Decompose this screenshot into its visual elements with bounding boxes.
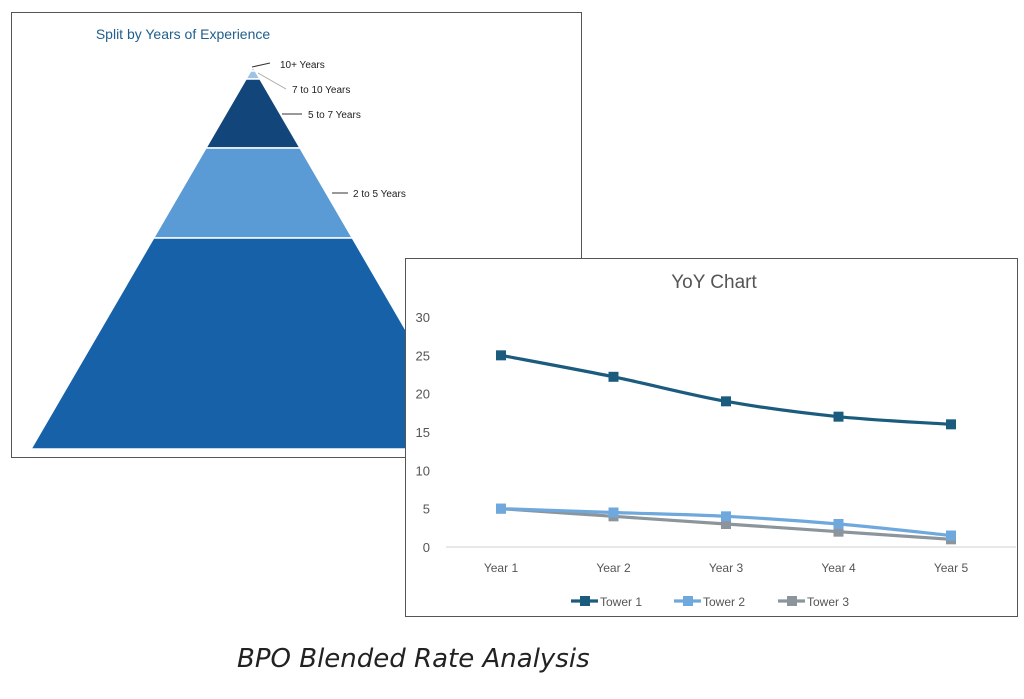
data-point-tower-1 — [496, 350, 506, 361]
y-tick-label: 5 — [423, 502, 430, 517]
y-tick-label: 10 — [416, 463, 430, 478]
legend-label: Tower 1 — [600, 595, 642, 609]
data-point-tower-2 — [946, 530, 956, 541]
pyramid-segment — [152, 147, 354, 239]
data-point-tower-1 — [608, 371, 619, 382]
data-point-tower-1 — [721, 396, 731, 407]
yoy-chart-card: YoY Chart 0 5 10 15 20 25 30 Year 1 Year 2 Year 3 Y… — [405, 258, 1018, 617]
data-point-tower-1 — [946, 419, 956, 430]
data-point-tower-2 — [833, 519, 844, 529]
pyramid-chart-card: Split by Years of Experience 10+ Years 7 t… — [11, 12, 582, 458]
series-line-tower-1 — [500, 353, 952, 426]
data-point-tower-3 — [721, 519, 731, 529]
data-point-tower-2 — [496, 503, 506, 514]
pyramid-segment-label: 7 to 10 Years — [292, 85, 350, 96]
pyramid-segment-label: 5 to 7 Years — [308, 110, 361, 121]
pyramid-segment-label: 2 to 5 Years — [353, 189, 406, 200]
pyramid-leader-line — [251, 62, 271, 68]
legend-marker — [683, 596, 693, 606]
legend-label: Tower 2 — [703, 595, 745, 609]
x-tick-label: Year 3 — [709, 561, 744, 575]
chart-title: YoY Chart — [671, 272, 757, 293]
pyramid-chart: Split by Years of Experience 10+ Years 7 t… — [29, 26, 477, 450]
yoy-line-chart: YoY Chart 0 5 10 15 20 25 30 Year 1 Year 2 Year 3 Y… — [416, 272, 1016, 609]
y-tick-label: 25 — [416, 348, 430, 363]
y-tick-label: 0 — [423, 540, 430, 555]
data-point-tower-2 — [721, 511, 731, 522]
x-tick-label: Year 1 — [484, 561, 519, 575]
legend-marker — [580, 596, 590, 606]
x-tick-label: Year 5 — [934, 561, 969, 575]
pyramid-segment — [244, 70, 262, 80]
x-tick-label: Year 4 — [821, 561, 856, 575]
y-tick-label: 15 — [416, 425, 430, 440]
x-tick-label: Year 2 — [596, 561, 631, 575]
y-tick-label: 30 — [416, 310, 430, 325]
data-point-tower-1 — [833, 411, 844, 422]
legend-label: Tower 3 — [807, 595, 849, 609]
pyramid-segment-label: 10+ Years — [280, 60, 325, 71]
pyramid-title: Split by Years of Experience — [96, 26, 271, 42]
data-point-tower-3 — [833, 526, 844, 537]
data-point-tower-2 — [608, 507, 619, 518]
slide-caption: BPO Blended Rate Analysis — [237, 644, 590, 674]
legend-marker — [787, 596, 797, 606]
pyramid-leader-line — [257, 72, 287, 90]
y-tick-label: 20 — [416, 387, 430, 402]
